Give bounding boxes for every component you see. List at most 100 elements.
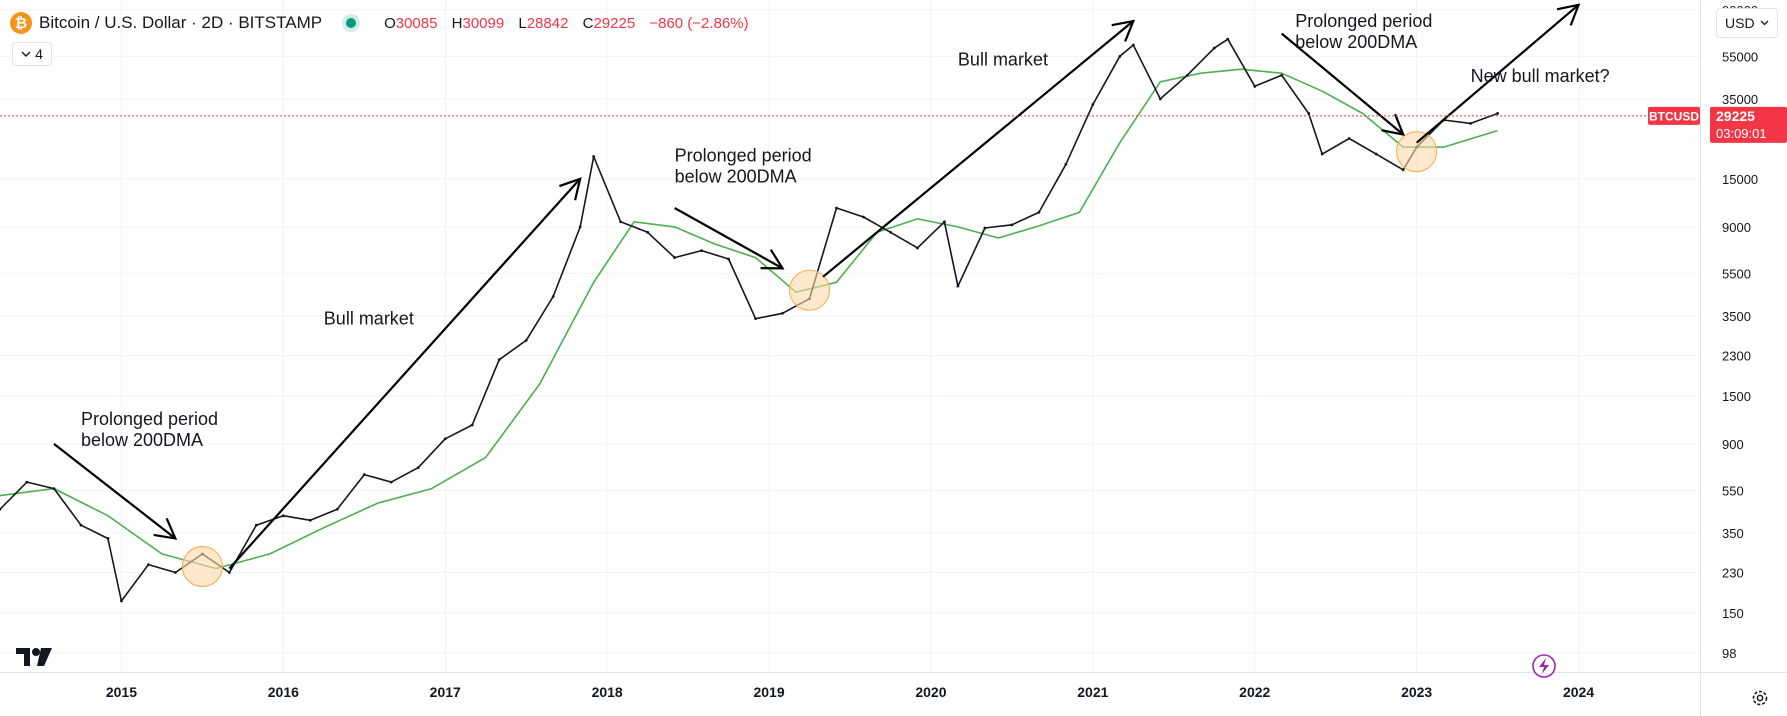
annotation-label: Prolonged period below 200DMA	[1295, 11, 1432, 52]
price-point	[1037, 210, 1041, 214]
annotation-arrow	[674, 207, 785, 270]
crossover-highlight-circle	[1396, 131, 1438, 173]
y-tick-label: 350	[1722, 526, 1744, 541]
price-point	[754, 317, 757, 321]
grid-lines	[0, 0, 1700, 672]
price-point	[1091, 103, 1095, 106]
annotation-arrow-shaft	[822, 20, 1135, 278]
x-tick-label: 2021	[1077, 684, 1108, 700]
price-point	[1212, 46, 1216, 50]
annotation-label: New bull market?	[1471, 66, 1610, 86]
price-point	[983, 226, 987, 230]
annotation-arrow	[1415, 3, 1581, 144]
annotation-arrowhead	[1381, 113, 1405, 136]
market-status-dot[interactable]	[346, 18, 357, 28]
price-point	[106, 537, 110, 540]
currency-selector[interactable]: USD	[1716, 8, 1778, 38]
price-point	[862, 215, 865, 219]
price-point	[308, 518, 312, 522]
y-tick-label: 2300	[1722, 348, 1751, 363]
x-tick-label: 2018	[592, 684, 623, 700]
price-point	[1401, 168, 1405, 172]
y-tick-label: 230	[1722, 565, 1744, 580]
price-points	[0, 37, 1500, 603]
chevron-down-icon	[1760, 20, 1769, 26]
x-tick-label: 2023	[1401, 684, 1432, 700]
price-point	[1158, 97, 1162, 101]
y-tick-label: 150	[1722, 606, 1744, 621]
price-point	[362, 473, 366, 476]
annotation-label: Bull market	[324, 308, 414, 328]
ma-200-line	[0, 68, 1498, 570]
price-point	[781, 311, 784, 315]
price-point	[120, 599, 123, 603]
price-point	[835, 206, 838, 210]
annotation-arrow-shaft	[1415, 3, 1580, 144]
annotation-arrowhead	[1111, 19, 1136, 42]
price-point	[727, 257, 730, 261]
price-point	[1469, 121, 1473, 125]
lightning-icon[interactable]	[1532, 654, 1556, 678]
annotation-arrow	[822, 19, 1136, 278]
price-point	[592, 155, 596, 158]
price-point	[1307, 112, 1311, 115]
price-point	[1496, 112, 1500, 115]
annotation-arrowhead	[559, 177, 582, 201]
indicators-collapse-button[interactable]: 4	[12, 42, 52, 66]
price-point	[1131, 43, 1135, 47]
ohlc-open-label: O	[384, 14, 396, 32]
price-point	[1118, 54, 1122, 58]
y-tick-label: 9000	[1722, 220, 1751, 235]
ohlc-high-value: 30099	[462, 14, 505, 32]
price-point	[443, 437, 447, 441]
ohlc-low-value: 28842	[526, 14, 569, 32]
x-tick-label: 2020	[915, 684, 946, 700]
y-tick-label: 98	[1722, 646, 1736, 661]
gear-icon[interactable]	[1750, 688, 1770, 708]
price-point	[578, 225, 582, 229]
crossover-highlight-circle	[181, 545, 223, 588]
annotation-arrowhead	[153, 517, 178, 540]
annotation-label: Bull market	[958, 49, 1048, 69]
price-point	[416, 466, 420, 469]
price-point	[956, 284, 960, 288]
price-point	[1185, 73, 1189, 77]
y-tick-label: 15000	[1722, 172, 1758, 187]
chevron-down-icon	[21, 51, 31, 57]
ohlc-close-value: 29225	[593, 14, 636, 32]
crossover-highlight-circle	[788, 269, 831, 311]
price-point	[1010, 223, 1014, 227]
price-point	[52, 487, 56, 491]
price-point	[619, 220, 623, 224]
price-point	[1226, 37, 1230, 41]
bar-countdown: 03:09:01	[1716, 126, 1767, 141]
annotation-arrow-shaft	[228, 178, 581, 570]
price-point	[646, 230, 650, 234]
price-point	[1320, 152, 1324, 156]
annotation-arrow	[1281, 32, 1405, 136]
symbol-legend: ₿ Bitcoin / U.S. Dollar · 2D · BITSTAMP …	[10, 10, 759, 36]
y-tick-label: 35000	[1722, 92, 1758, 107]
y-tick-label: 3500	[1722, 309, 1751, 324]
price-point	[943, 220, 946, 224]
x-tick-label: 2019	[753, 684, 784, 700]
ohlc-high-label: H	[451, 14, 463, 32]
last-price-value: 29225	[1716, 108, 1755, 124]
y-tick-label: 5500	[1722, 266, 1751, 281]
indicators-count: 4	[35, 46, 43, 62]
y-tick-label: 55000	[1722, 49, 1758, 64]
annotation-arrow-shaft	[674, 207, 784, 270]
price-point	[673, 256, 677, 259]
symbol-title[interactable]: Bitcoin / U.S. Dollar · 2D · BITSTAMP	[39, 13, 323, 32]
y-tick-label: 900	[1722, 437, 1744, 452]
price-point	[389, 480, 393, 484]
price-point	[335, 507, 339, 511]
price-point	[25, 480, 29, 484]
tradingview-logo-icon[interactable]	[16, 646, 54, 668]
symbol-tag	[1648, 106, 1700, 125]
price-point	[497, 358, 501, 362]
price-point	[227, 571, 231, 574]
annotation-arrowhead	[760, 249, 785, 270]
ohlc-close-label: C	[582, 14, 594, 32]
